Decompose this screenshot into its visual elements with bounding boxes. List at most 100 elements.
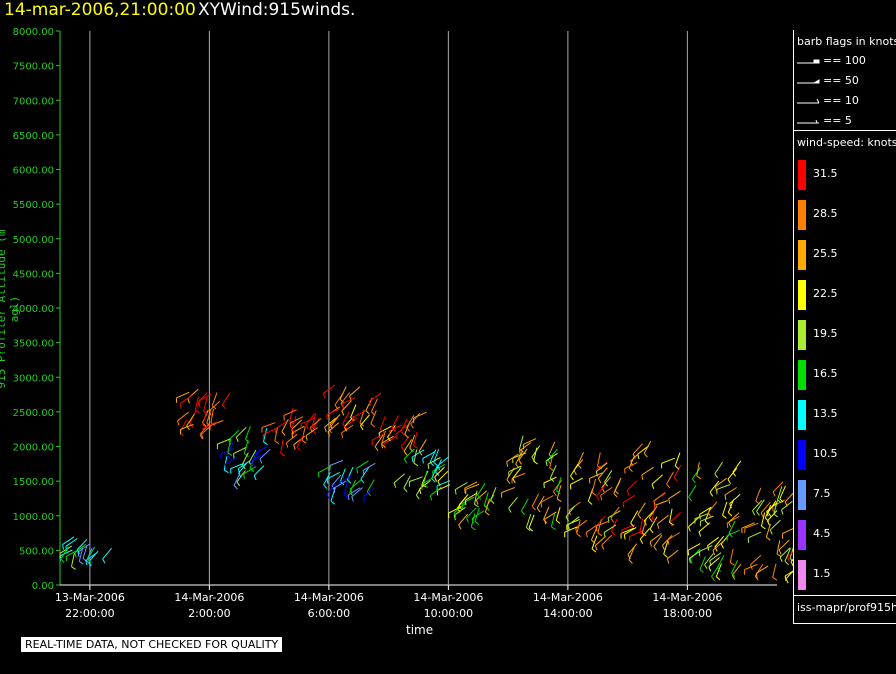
colorbar-label: 10.5 (813, 447, 838, 460)
wind-barb-flag (691, 478, 696, 484)
wind-barb (536, 495, 545, 509)
wind-barb (667, 532, 681, 541)
wind-barb-flag (79, 560, 84, 565)
wind-barb (464, 481, 478, 489)
wind-barb (724, 487, 737, 496)
legend-separator (793, 130, 896, 131)
wind-barb (422, 451, 436, 459)
wind-barb (311, 413, 317, 428)
wind-barb (331, 474, 342, 486)
wind-barb (555, 506, 561, 521)
wind-barb-flag (305, 435, 308, 441)
wind-barb-flag (360, 425, 364, 431)
wind-barb (203, 397, 208, 412)
wind-barb (670, 512, 682, 523)
wind-barb-flag (62, 544, 65, 550)
colorbar-swatch (798, 280, 806, 310)
wind-barb (253, 465, 265, 476)
wind-barb (597, 452, 601, 467)
wind-barb (283, 409, 297, 417)
wind-barb-flag (311, 426, 317, 431)
wind-barb-flag (540, 502, 543, 508)
wind-barb (323, 384, 336, 394)
wind-barb (274, 421, 287, 430)
wind-barb-flag (519, 450, 522, 456)
wind-barb-flag (555, 520, 561, 524)
wind-barb-flag (400, 430, 405, 436)
wind-barb-flag (395, 434, 398, 440)
wind-barb-flag (769, 529, 773, 535)
wind-barb-flag (714, 473, 719, 479)
wind-barb (341, 424, 354, 434)
y-tick-label: 3500.00 (13, 339, 54, 350)
speed-legend-title: wind-speed: knots (797, 136, 896, 149)
wind-barb-flag (323, 484, 328, 489)
wind-barb-flag (427, 463, 430, 470)
wind-barb (752, 499, 763, 512)
wind-barb (548, 441, 556, 455)
wind-barb (202, 411, 207, 425)
wind-barb (403, 475, 411, 489)
wind-barb (431, 465, 438, 479)
wind-barb-flag (226, 454, 231, 459)
y-tick-label: 2500.00 (13, 408, 54, 419)
wind-barb (716, 555, 725, 568)
wind-barb (490, 487, 497, 501)
wind-barb-flag (343, 494, 349, 499)
wind-barb (370, 398, 378, 412)
wind-barb (248, 449, 257, 463)
wind-barb-flag (547, 459, 551, 465)
wind-barb-flag (420, 484, 423, 490)
wind-barb-flag (437, 465, 441, 471)
wind-profile-plot: 0.00 500.00 1000.00 1500.00 2000.00 2500.00 30… (13, 27, 793, 620)
wind-barb-flag (708, 566, 712, 572)
wind-barb (687, 543, 701, 551)
y-tick-label: 1000.00 (13, 512, 54, 523)
wind-barb (744, 522, 759, 529)
wind-barb-flag (351, 496, 354, 502)
wind-barb (254, 446, 268, 455)
wind-barb (709, 552, 722, 562)
colorbar-label: 1.5 (813, 567, 831, 580)
y-tick-label: 6500.00 (13, 131, 54, 142)
wind-barb (259, 448, 271, 460)
colorbar-swatch (798, 320, 806, 350)
wind-barb (766, 502, 778, 512)
wind-barb-flag (327, 414, 330, 420)
wind-barb (436, 480, 451, 487)
wind-barb (653, 534, 663, 547)
wind-barb-flag (641, 474, 644, 481)
wind-barb-flag (250, 461, 253, 467)
wind-barb-flag (374, 446, 379, 452)
wind-barb-flag (666, 483, 671, 489)
colorbar-swatch (798, 400, 806, 430)
wind-barb-flag (651, 483, 655, 489)
wind-barb (508, 465, 522, 473)
y-tick-label: 5000.00 (13, 235, 54, 246)
wind-barb-flag (614, 490, 619, 495)
wind-barb (74, 543, 87, 554)
wind-barb-flag (464, 488, 466, 494)
wind-barb (369, 392, 382, 402)
wind-barb (291, 419, 303, 430)
wind-barb-flag (253, 475, 257, 481)
wind-barb-flag (518, 459, 522, 465)
barb-10-label: == 10 (823, 94, 859, 107)
wind-barb-flag (333, 488, 336, 494)
wind-barb-flag (556, 498, 562, 503)
wind-barb-flag (245, 438, 250, 444)
wind-barb-flag (259, 458, 263, 464)
y-tick-label: 2000.00 (13, 443, 54, 454)
wind-barb (729, 493, 741, 504)
wind-barb-flag (236, 481, 241, 487)
wind-barb-flag (643, 452, 648, 458)
wind-barb (596, 520, 610, 527)
wind-barb-flag (663, 553, 668, 558)
wind-barb (673, 464, 682, 478)
wind-barb (506, 453, 519, 463)
wind-barb-flag (773, 513, 779, 518)
wind-barb (484, 498, 491, 513)
wind-barb (540, 495, 554, 503)
y-tick-label: 3000.00 (13, 373, 54, 384)
wind-barb (318, 465, 332, 474)
